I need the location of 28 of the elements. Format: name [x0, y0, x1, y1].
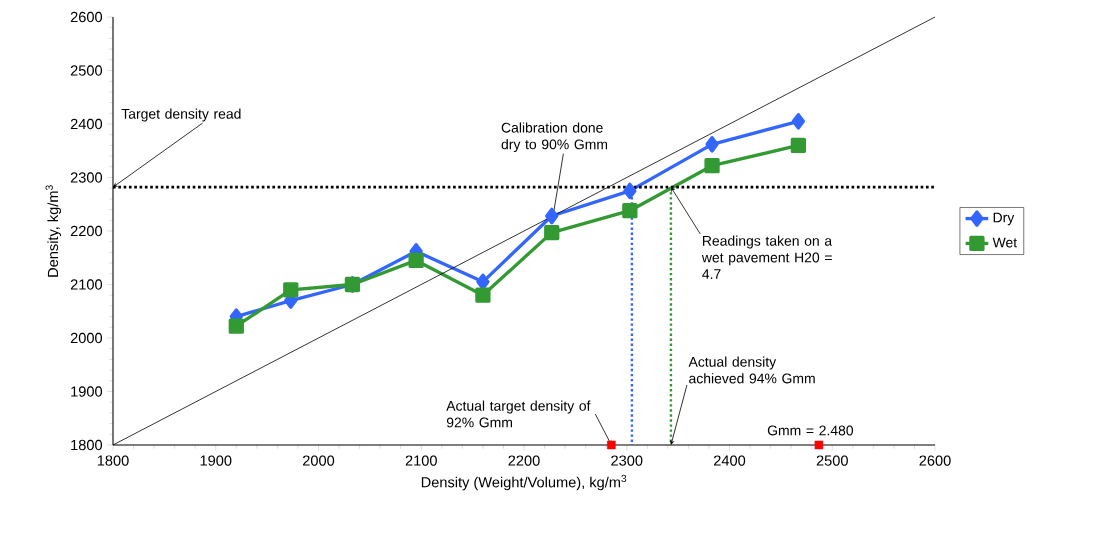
y-tick-label: 1900 [71, 386, 103, 397]
annotation: Actual density achieved 94% Gmm [688, 356, 815, 384]
y-tick-label: 1800 [71, 439, 103, 451]
x-tick-label: 2600 [919, 455, 951, 466]
x-tick-label: 1900 [200, 455, 232, 466]
x-axis-title: Density (Weight/Volume), kg/m$^{3}$ [421, 474, 627, 491]
x-tick-label: 2500 [816, 455, 848, 466]
annotation: Readings taken on a wet pavement H20 = 4.7 [701, 235, 833, 279]
y-tick-label: 2000 [70, 332, 103, 344]
x-tick-label: 2400 [713, 455, 746, 466]
y-tick-label: 2300 [70, 172, 103, 183]
legend-label: Dry [993, 212, 1015, 226]
annotation: Actual target density of 92% Gmm [446, 400, 591, 428]
y-tick-label: 2600 [70, 11, 103, 23]
x-tick-label: 2100 [405, 455, 437, 466]
annotation: Calibration done dry to 90% Gmm [501, 122, 608, 153]
x-tick-label: 2300 [611, 455, 643, 466]
y-tick-label: 2400 [70, 118, 103, 130]
legend-label: Wet [992, 237, 1018, 248]
x-tick-label: 2000 [302, 455, 335, 466]
x-tick-label: 1800 [97, 455, 129, 466]
y-tick-label: 2200 [70, 225, 103, 237]
annotation: Gmm = 2.480 [767, 425, 854, 436]
y-tick-label: 2100 [70, 279, 103, 290]
x-tick-label: 2200 [508, 455, 540, 466]
annotation: Target density read [121, 108, 241, 122]
y-axis-title: Density, kg/m$^{3}$ [45, 185, 61, 277]
y-tick-label: 2500 [70, 65, 103, 76]
